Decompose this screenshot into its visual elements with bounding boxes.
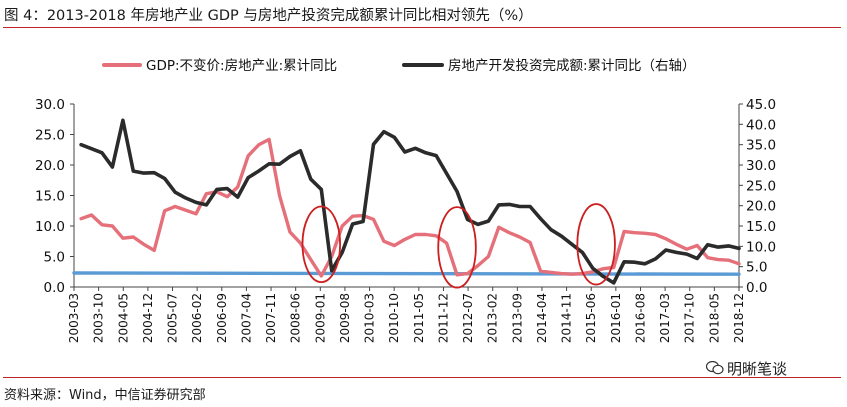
- x-tick-label: 2004-12: [141, 293, 155, 343]
- x-tick-label: 2003-10: [92, 293, 106, 343]
- chart-title: 图 4：2013-2018 年房地产业 GDP 与房地产投资完成额累计同比相对领…: [4, 8, 533, 24]
- watermark-text: 明晰笔谈: [727, 360, 788, 378]
- x-tick-label: 2017-03: [658, 293, 672, 343]
- y-left-tick-label: 5.0: [44, 250, 65, 266]
- x-tick-label: 2013-02: [486, 293, 500, 343]
- y-right-tick-label: 35.0: [746, 138, 776, 154]
- legend-label-investment: 房地产开发投资完成额:累计同比（右轴）: [448, 58, 696, 74]
- y-left-tick-label: 25.0: [35, 128, 65, 144]
- y-left-tick-label: 15.0: [35, 189, 65, 205]
- y-right-tick-label: 25.0: [746, 178, 776, 194]
- x-tick-label: 2009-01: [313, 293, 327, 343]
- x-tick-label: 2009-08: [338, 293, 352, 343]
- highlight-ellipse: [437, 206, 477, 289]
- x-tick-label: 2014-11: [560, 293, 574, 343]
- wechat-icon: [705, 360, 724, 375]
- x-tick-label: 2013-09: [510, 293, 524, 343]
- x-tick-label: 2016-08: [633, 293, 647, 343]
- y-left-tick-label: 30.0: [35, 97, 65, 113]
- legend: GDP:不变价:房地产业:累计同比 房地产开发投资完成额:累计同比（右轴）: [102, 58, 696, 74]
- x-tick-label: 2012-07: [461, 293, 475, 343]
- y-right-tick-label: 20.0: [746, 199, 776, 215]
- x-tick-label: 2016-01: [609, 293, 623, 343]
- title-rule: [3, 27, 841, 28]
- highlight-ellipse: [301, 205, 341, 284]
- x-tick-label: 2006-02: [190, 293, 204, 343]
- y-right-tick-label: 45.0: [746, 97, 776, 113]
- x-tick-label: 2005-07: [166, 293, 180, 343]
- y-left-tick-label: 20.0: [35, 158, 65, 174]
- highlight-ellipse: [576, 203, 616, 286]
- x-tick-label: 2004-05: [116, 293, 130, 343]
- legend-label-gdp: GDP:不变价:房地产业:累计同比: [146, 58, 337, 74]
- x-tick-label: 2003-03: [67, 293, 81, 343]
- source-note: 资料来源：Wind，中信证券研究部: [4, 388, 206, 403]
- series-layer: [72, 118, 741, 285]
- x-tick-label: 2017-10: [683, 293, 697, 343]
- x-tick-label: 2018-12: [732, 293, 746, 343]
- series-line-0: [79, 137, 741, 278]
- watermark: 明晰笔谈: [705, 358, 788, 379]
- x-tick-label: 2007-11: [264, 293, 278, 343]
- y-left-tick-label: 0.0: [44, 280, 65, 296]
- x-tick-label: 2010-10: [387, 293, 401, 343]
- y-right-tick-label: 10.0: [746, 239, 776, 255]
- x-tick-label: 2014-04: [535, 293, 549, 343]
- x-tick-label: 2010-03: [363, 293, 377, 343]
- y-right-tick-label: 0.0: [746, 280, 767, 296]
- x-tick-label: 2015-06: [584, 293, 598, 343]
- y-right-tick-label: 15.0: [746, 219, 776, 235]
- y-right-tick-label: 40.0: [746, 117, 776, 133]
- y-right-tick-label: 5.0: [746, 260, 767, 276]
- x-tick-label: 2006-09: [215, 293, 229, 343]
- x-tick-label: 2011-05: [412, 293, 426, 343]
- x-tick-label: 2018-05: [707, 293, 721, 343]
- x-tick-label: 2007-04: [239, 293, 253, 343]
- axes: 0.0 5.0 10.0 15.0 20.0 25.0 30.0 0.0 5.0 10.0 15.0…: [35, 97, 776, 343]
- annotation-layer: [301, 203, 616, 289]
- series-line-1: [79, 118, 741, 285]
- y-right-tick-label: 30.0: [746, 158, 776, 174]
- y-left-tick-label: 10.0: [35, 219, 65, 235]
- x-tick-label: 2008-06: [289, 293, 303, 343]
- series-line-2: [72, 271, 741, 276]
- footer-rule: [3, 377, 841, 378]
- x-tick-label: 2011-12: [436, 293, 450, 343]
- chart-svg: 0.0 5.0 10.0 15.0 20.0 25.0 30.0 0.0 5.0 10.0 15.0…: [35, 58, 776, 343]
